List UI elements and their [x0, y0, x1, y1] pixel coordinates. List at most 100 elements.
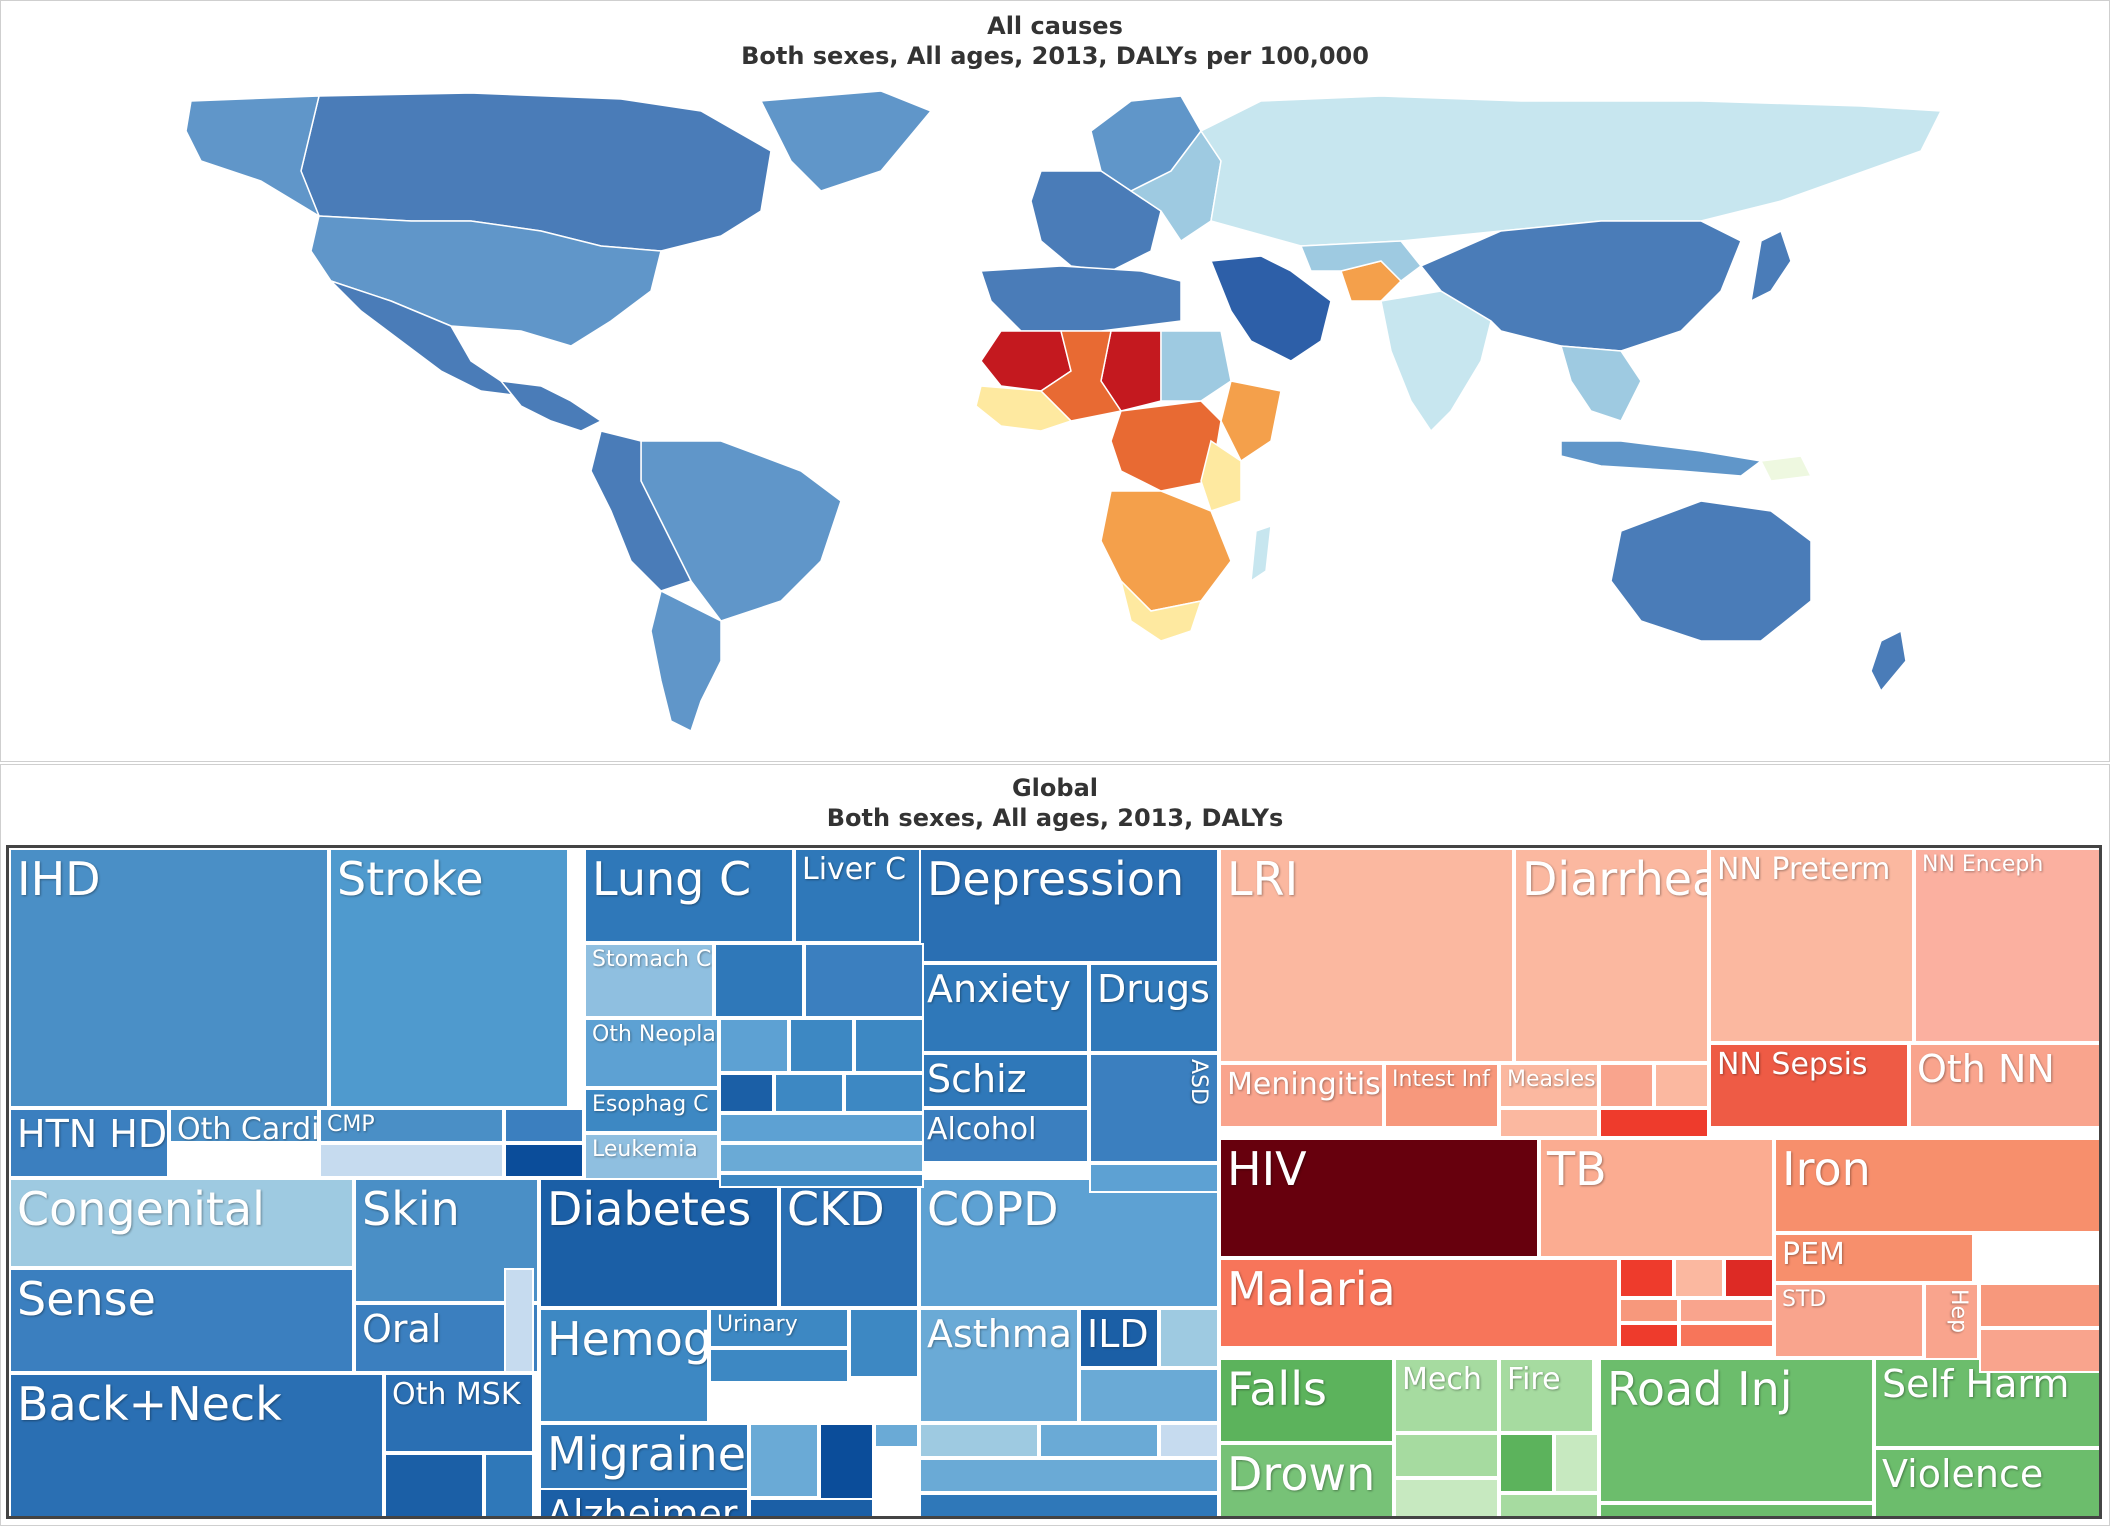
- treemap-tile-ckd[interactable]: CKD: [779, 1178, 919, 1308]
- treemap-subcause-tile[interactable]: [1979, 1283, 2099, 1328]
- country-new-zealand[interactable]: [1870, 629, 1907, 693]
- treemap-subcause-tile[interactable]: [1674, 1258, 1724, 1298]
- region-central-africa[interactable]: [1110, 400, 1222, 492]
- country-brazil[interactable]: [640, 440, 842, 622]
- treemap-subcause-tile[interactable]: [719, 1143, 924, 1173]
- treemap-subcause-tile[interactable]: [1599, 1063, 1654, 1108]
- treemap-tile-stomach-c[interactable]: Stomach C: [584, 943, 714, 1018]
- region-north-africa[interactable]: [979, 265, 1182, 332]
- treemap-tile-hiv[interactable]: HIV: [1219, 1138, 1539, 1258]
- treemap-tile-oth-msk[interactable]: Oth MSK: [384, 1373, 534, 1453]
- region-guinea-coast[interactable]: [975, 385, 1073, 432]
- treemap-subcause-tile[interactable]: [1679, 1323, 1774, 1348]
- region-west-africa[interactable]: [1039, 330, 1123, 422]
- treemap-tile-asd[interactable]: ASD: [1089, 1053, 1219, 1163]
- treemap-subcause-tile[interactable]: [1654, 1063, 1709, 1108]
- country-argentina-chile[interactable]: [650, 589, 722, 733]
- treemap-tile-intest-inf[interactable]: Intest Inf: [1384, 1063, 1499, 1128]
- region-southeast-asia[interactable]: [1559, 345, 1642, 422]
- treemap-subcause-tile[interactable]: [1599, 1108, 1709, 1138]
- treemap-subcause-tile[interactable]: [504, 1143, 584, 1178]
- treemap-subcause-tile[interactable]: [319, 1143, 504, 1178]
- treemap-subcause-tile[interactable]: [1159, 1423, 1219, 1458]
- treemap-tile-nn-preterm[interactable]: NN Preterm: [1709, 848, 1914, 1043]
- treemap-tile-schiz[interactable]: Schiz: [919, 1053, 1089, 1108]
- treemap-tile-esophag-c[interactable]: Esophag C: [584, 1088, 719, 1133]
- treemap-subcause-tile[interactable]: [1979, 1328, 2099, 1373]
- treemap-tile-asthma[interactable]: Asthma: [919, 1308, 1079, 1423]
- treemap-subcause-tile[interactable]: [1724, 1258, 1774, 1298]
- treemap-tile-alcohol[interactable]: Alcohol: [919, 1108, 1089, 1163]
- treemap-tile-lung-c[interactable]: Lung C: [584, 848, 794, 943]
- treemap-tile-nn-enceph[interactable]: NN Enceph: [1914, 848, 2099, 1043]
- treemap-subcause-tile[interactable]: [1679, 1298, 1774, 1323]
- country-japan[interactable]: [1750, 229, 1792, 303]
- treemap-subcause-tile[interactable]: [714, 943, 804, 1018]
- treemap-subcause-tile[interactable]: [1619, 1298, 1679, 1323]
- treemap-subcause-tile[interactable]: [719, 1073, 774, 1113]
- treemap-tile-cmp[interactable]: CMP: [319, 1108, 504, 1143]
- treemap-subcause-tile[interactable]: [749, 1498, 874, 1516]
- treemap-subcause-tile[interactable]: [1599, 1503, 1874, 1516]
- region-western-europe[interactable]: [1030, 170, 1162, 272]
- treemap-subcause-tile[interactable]: [1394, 1433, 1499, 1478]
- treemap-subcause-tile[interactable]: [844, 1073, 924, 1113]
- treemap-tile-urinary[interactable]: Urinary: [709, 1308, 849, 1348]
- treemap-subcause-tile[interactable]: [1079, 1368, 1219, 1423]
- treemap-tile-liver-c[interactable]: Liver C: [794, 848, 924, 943]
- country-greenland[interactable]: [759, 90, 933, 192]
- country-papua-new-guinea[interactable]: [1759, 455, 1813, 482]
- treemap-subcause-tile[interactable]: [919, 1458, 1219, 1493]
- treemap-tile-copd[interactable]: COPD: [919, 1178, 1219, 1308]
- treemap-subcause-tile[interactable]: [774, 1073, 844, 1113]
- region-indonesia[interactable]: [1560, 440, 1763, 477]
- world-choropleth-map[interactable]: [1, 1, 2109, 761]
- country-madagascar[interactable]: [1250, 524, 1272, 583]
- treemap-subcause-tile[interactable]: [849, 1308, 919, 1378]
- treemap-tile-hemog[interactable]: Hemog: [539, 1308, 709, 1423]
- treemap-tile-nn-sepsis[interactable]: NN Sepsis: [1709, 1043, 1909, 1128]
- treemap-subcause-tile[interactable]: [1619, 1258, 1674, 1298]
- country-russia[interactable]: [1199, 95, 1943, 247]
- treemap-tile-drugs[interactable]: Drugs: [1089, 963, 1219, 1053]
- treemap-tile-oth-neopla[interactable]: Oth Neopla: [584, 1018, 719, 1088]
- treemap-subcause-tile[interactable]: [484, 1453, 534, 1516]
- treemap-tile-congenital[interactable]: Congenital: [9, 1178, 354, 1268]
- treemap-tile-ihd[interactable]: IHD: [9, 848, 329, 1108]
- treemap-tile-lri[interactable]: LRI: [1219, 848, 1514, 1063]
- treemap-tile-anxiety[interactable]: Anxiety: [919, 963, 1089, 1053]
- treemap-tile-pem[interactable]: PEM: [1774, 1233, 1974, 1283]
- country-australia[interactable]: [1610, 500, 1812, 642]
- treemap-tile-fire[interactable]: Fire: [1499, 1358, 1594, 1433]
- treemap-subcause-tile[interactable]: [1394, 1478, 1499, 1516]
- region-central-america[interactable]: [499, 380, 603, 432]
- treemap-subcause-tile[interactable]: [1499, 1433, 1554, 1493]
- treemap-subcause-tile[interactable]: [854, 1018, 924, 1073]
- treemap-subcause-tile[interactable]: [1499, 1493, 1599, 1516]
- treemap-tile-mech[interactable]: Mech: [1394, 1358, 1499, 1433]
- treemap-subcause-tile[interactable]: [1039, 1423, 1159, 1458]
- treemap-subcause-tile[interactable]: [504, 1108, 584, 1143]
- treemap-tile-alzheimer[interactable]: Alzheimer: [539, 1488, 749, 1516]
- treemap-tile-meningitis[interactable]: Meningitis: [1219, 1063, 1384, 1128]
- treemap-tile-oth-nn[interactable]: Oth NN: [1909, 1043, 2099, 1128]
- treemap-tile-tb[interactable]: TB: [1539, 1138, 1774, 1258]
- treemap-subcause-tile[interactable]: [804, 943, 924, 1018]
- treemap-subcause-tile[interactable]: [384, 1453, 484, 1516]
- treemap-subcause-tile[interactable]: [1159, 1308, 1219, 1368]
- treemap-subcause-tile[interactable]: [1089, 1163, 1219, 1193]
- treemap-tile-iron[interactable]: Iron: [1774, 1138, 2099, 1233]
- treemap-subcause-tile[interactable]: [719, 1173, 924, 1188]
- treemap-tile-sense[interactable]: Sense: [9, 1268, 354, 1373]
- country-alaska[interactable]: [185, 95, 321, 218]
- region-central-asia[interactable]: [1299, 240, 1423, 282]
- treemap-tile-violence[interactable]: Violence: [1874, 1448, 2099, 1516]
- treemap-subcause-tile[interactable]: [874, 1423, 919, 1448]
- treemap-subcause-tile[interactable]: [1554, 1433, 1599, 1493]
- treemap-subcause-tile[interactable]: [709, 1348, 849, 1383]
- treemap-tile-diabetes[interactable]: Diabetes: [539, 1178, 779, 1308]
- treemap-tile-std[interactable]: STD: [1774, 1283, 1924, 1358]
- treemap-tile-malaria[interactable]: Malaria: [1219, 1258, 1619, 1348]
- treemap-tile-stroke[interactable]: Stroke: [329, 848, 569, 1108]
- country-sudan[interactable]: [1160, 330, 1232, 402]
